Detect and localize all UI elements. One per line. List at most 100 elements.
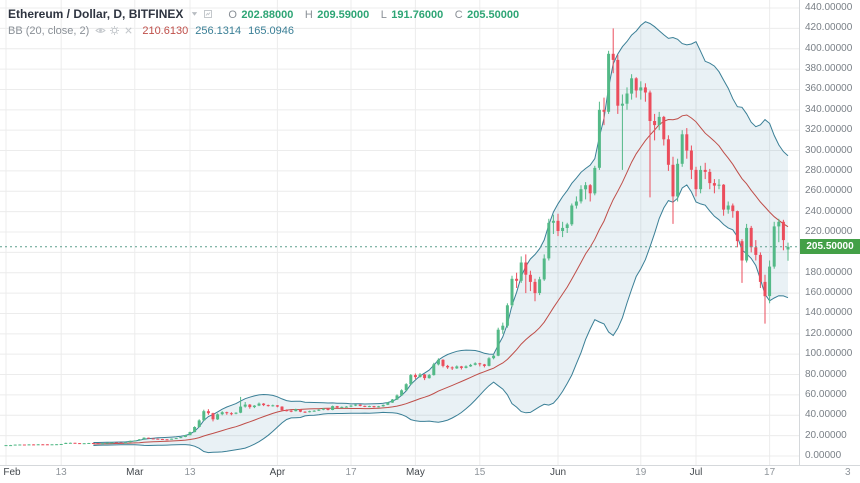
candle[interactable] bbox=[45, 444, 49, 446]
candle[interactable] bbox=[87, 442, 91, 444]
candle[interactable] bbox=[768, 260, 772, 304]
candle[interactable] bbox=[717, 179, 721, 190]
candle[interactable] bbox=[469, 363, 473, 367]
candle[interactable] bbox=[165, 439, 169, 441]
candle[interactable] bbox=[446, 364, 450, 369]
candle[interactable] bbox=[13, 444, 17, 446]
candle[interactable] bbox=[128, 440, 132, 443]
candle[interactable] bbox=[289, 410, 293, 413]
candle[interactable] bbox=[524, 254, 528, 294]
candle[interactable] bbox=[294, 408, 298, 412]
candle[interactable] bbox=[188, 431, 192, 436]
candle[interactable] bbox=[542, 254, 546, 281]
candle[interactable] bbox=[266, 404, 270, 407]
candle[interactable] bbox=[252, 405, 256, 409]
candle[interactable] bbox=[354, 404, 358, 407]
candle[interactable] bbox=[482, 363, 486, 368]
candle[interactable] bbox=[64, 442, 68, 444]
candle[interactable] bbox=[584, 182, 588, 200]
candle[interactable] bbox=[740, 239, 744, 283]
candle[interactable] bbox=[413, 373, 417, 380]
candle[interactable] bbox=[404, 383, 408, 391]
candle[interactable] bbox=[335, 405, 339, 409]
candle[interactable] bbox=[298, 409, 302, 413]
candle[interactable] bbox=[4, 445, 8, 447]
candle[interactable] bbox=[321, 408, 325, 411]
candle[interactable] bbox=[630, 74, 634, 100]
candle[interactable] bbox=[197, 419, 201, 428]
candle[interactable] bbox=[114, 442, 118, 444]
candle[interactable] bbox=[142, 437, 146, 440]
candle[interactable] bbox=[786, 242, 790, 261]
candle[interactable] bbox=[183, 434, 187, 438]
candle[interactable] bbox=[547, 218, 551, 261]
candle[interactable] bbox=[193, 426, 197, 433]
candle[interactable] bbox=[699, 165, 703, 194]
candle[interactable] bbox=[501, 322, 505, 334]
candle[interactable] bbox=[538, 276, 542, 296]
candle[interactable] bbox=[653, 113, 657, 141]
price-axis[interactable]: 440.00000 420.00000 400.00000 380.00000 360.… bbox=[800, 0, 860, 465]
candle[interactable] bbox=[147, 437, 151, 439]
candle[interactable] bbox=[436, 358, 440, 366]
symbol-title[interactable]: Ethereum / Dollar, D, BITFINEX bbox=[8, 6, 184, 21]
settings-gear-icon[interactable] bbox=[108, 25, 120, 37]
candle[interactable] bbox=[271, 404, 275, 407]
candle[interactable] bbox=[160, 438, 164, 440]
candle[interactable] bbox=[450, 366, 454, 370]
candle[interactable] bbox=[312, 410, 316, 412]
time-axis[interactable]: Feb 13 Mar 13 Apr 17 May 15 Jun 19 Jul 17 3 bbox=[0, 466, 860, 483]
candle[interactable] bbox=[340, 406, 344, 409]
candle[interactable] bbox=[579, 185, 583, 204]
indicator-label[interactable]: BB (20, close, 2) bbox=[8, 24, 90, 37]
candle[interactable] bbox=[119, 442, 123, 444]
candle[interactable] bbox=[781, 219, 785, 251]
candle[interactable] bbox=[68, 442, 72, 444]
candle[interactable] bbox=[156, 438, 160, 440]
candle[interactable] bbox=[602, 97, 606, 126]
candle[interactable] bbox=[239, 396, 243, 414]
candle[interactable] bbox=[55, 444, 59, 446]
candle[interactable] bbox=[611, 28, 615, 74]
candle[interactable] bbox=[206, 409, 210, 415]
candle[interactable] bbox=[91, 442, 95, 444]
candle[interactable] bbox=[551, 214, 555, 234]
candle[interactable] bbox=[32, 444, 36, 446]
candle[interactable] bbox=[317, 409, 321, 411]
candle[interactable] bbox=[432, 362, 436, 376]
candle[interactable] bbox=[662, 115, 666, 146]
candle[interactable] bbox=[418, 373, 422, 378]
candle[interactable] bbox=[754, 240, 758, 261]
candle[interactable] bbox=[487, 357, 491, 367]
candle[interactable] bbox=[110, 442, 114, 444]
candle[interactable] bbox=[308, 410, 312, 413]
candle[interactable] bbox=[303, 411, 307, 413]
candle[interactable] bbox=[703, 162, 707, 180]
candle[interactable] bbox=[262, 403, 266, 407]
candle[interactable] bbox=[496, 327, 500, 357]
candle[interactable] bbox=[722, 184, 726, 216]
candle[interactable] bbox=[685, 128, 689, 159]
candle[interactable] bbox=[377, 405, 381, 408]
candle[interactable] bbox=[78, 443, 82, 445]
eye-icon[interactable] bbox=[94, 25, 106, 37]
candle[interactable] bbox=[275, 405, 279, 408]
candle[interactable] bbox=[648, 90, 652, 198]
candle[interactable] bbox=[597, 101, 601, 170]
candle[interactable] bbox=[758, 252, 762, 288]
candle[interactable] bbox=[9, 444, 13, 447]
candle[interactable] bbox=[363, 405, 367, 408]
candle[interactable] bbox=[349, 405, 353, 408]
candle[interactable] bbox=[510, 275, 514, 308]
candle[interactable] bbox=[423, 374, 427, 381]
candle[interactable] bbox=[344, 406, 348, 408]
candle[interactable] bbox=[616, 54, 620, 114]
candle[interactable] bbox=[234, 412, 238, 415]
candle[interactable] bbox=[409, 374, 413, 385]
candle[interactable] bbox=[528, 270, 532, 292]
candle[interactable] bbox=[731, 203, 735, 218]
candle[interactable] bbox=[133, 440, 137, 442]
candle[interactable] bbox=[174, 437, 178, 440]
candle[interactable] bbox=[216, 413, 220, 420]
